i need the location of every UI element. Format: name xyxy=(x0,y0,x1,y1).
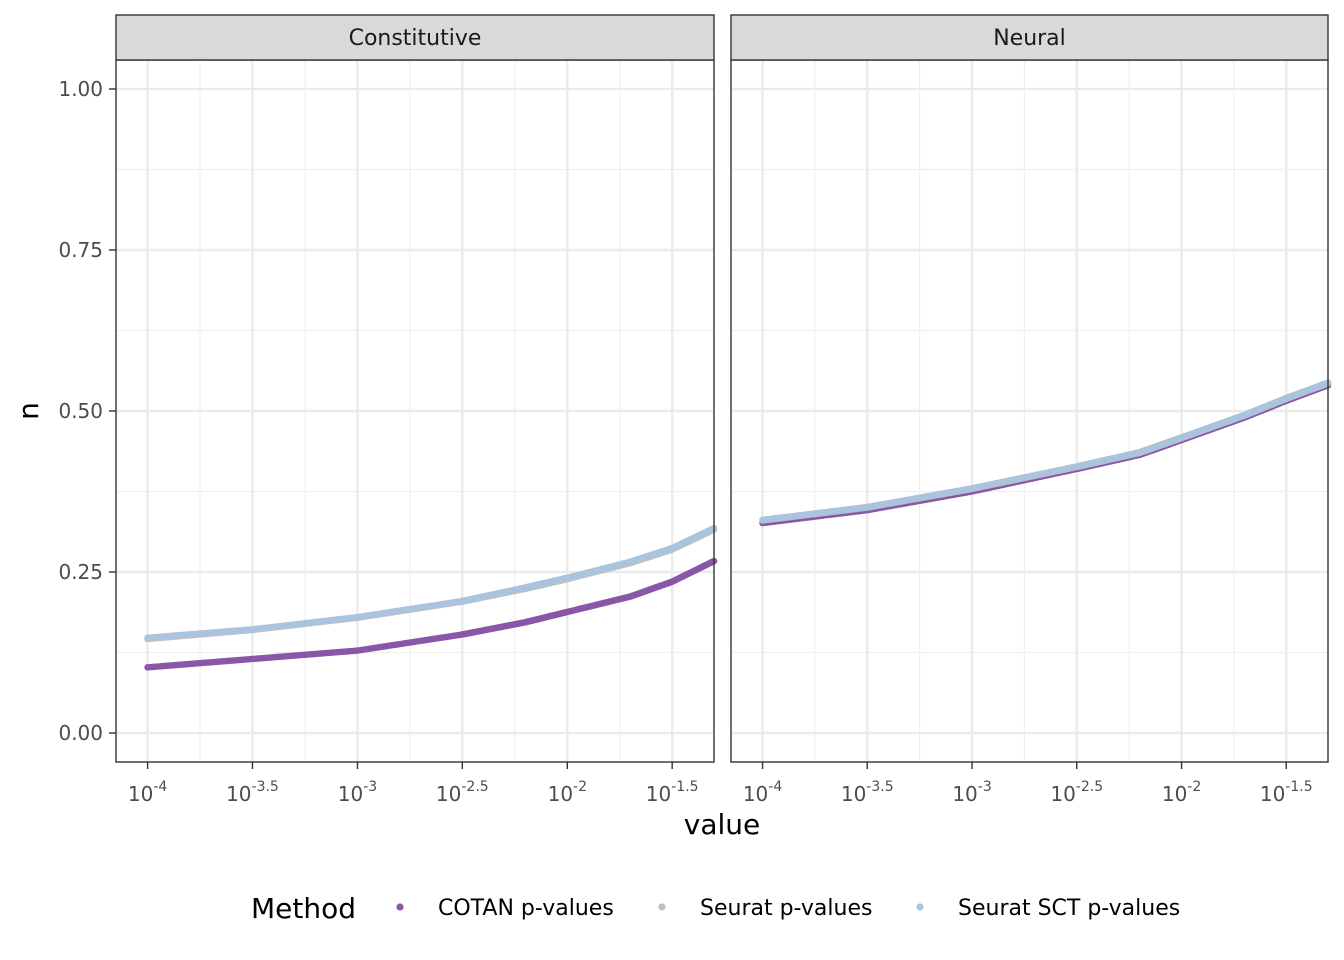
x-axis-title: value xyxy=(684,808,760,841)
series-seurat-sct-p-values xyxy=(144,524,718,642)
facet-strip xyxy=(730,14,1329,61)
x-tick-label: 10-4 xyxy=(743,779,783,806)
legend-label: COTAN p-values xyxy=(438,896,614,921)
legend-label: Seurat SCT p-values xyxy=(958,896,1180,921)
y-tick-label: 0.00 xyxy=(58,721,103,745)
legend-item: Seurat p-values xyxy=(658,896,872,921)
facet-strip-label: Constitutive xyxy=(349,26,482,51)
legend-key xyxy=(396,903,404,911)
panel-constitutive: Constitutive 10-4 10-3.5 10-3 10-2.5 10-2 10-1… xyxy=(115,14,718,806)
x-tick-label: 10-3 xyxy=(952,779,991,806)
y-tick-label: 0.25 xyxy=(58,560,103,584)
facet-strip xyxy=(115,14,715,61)
facet-strip-label: Neural xyxy=(993,26,1066,51)
series-seurat-sct-p-values xyxy=(759,379,1332,524)
legend-label: Seurat p-values xyxy=(700,896,872,921)
x-tick-label: 10-3.5 xyxy=(226,779,279,806)
x-tick-label: 10-2.5 xyxy=(436,779,489,806)
x-tick-label: 10-2 xyxy=(548,779,587,806)
x-tick-label: 10-2.5 xyxy=(1050,779,1103,806)
legend-title: Method xyxy=(251,892,356,925)
x-tick-label: 10-3.5 xyxy=(841,779,894,806)
legend-key xyxy=(916,903,924,911)
legend-item: COTAN p-values xyxy=(396,896,614,921)
x-tick-label: 10-1.5 xyxy=(1260,779,1313,806)
y-tick-label: 1.00 xyxy=(58,77,103,101)
y-axis: 0.00 0.25 0.50 0.75 1.00 xyxy=(58,77,116,745)
y-tick-label: 0.50 xyxy=(58,399,103,423)
legend-key xyxy=(658,903,666,911)
legend-item: Seurat SCT p-values xyxy=(916,896,1180,921)
x-tick-label: 10-1.5 xyxy=(646,779,699,806)
y-axis-title: n xyxy=(12,402,45,420)
panel-neural: Neural 10-4 10-3.5 10-3 10-2.5 10-2 10-1.5 xyxy=(730,14,1332,806)
x-tick-label: 10-3 xyxy=(338,779,377,806)
series-cotan-p-values xyxy=(144,557,718,671)
x-tick-label: 10-2 xyxy=(1162,779,1201,806)
x-tick-label: 10-4 xyxy=(128,779,168,806)
legend: Method COTAN p-values Seurat p-values Seur… xyxy=(251,892,1180,925)
chart-panels: Constitutive 10-4 10-3.5 10-3 10-2.5 10-2 10-1… xyxy=(115,14,1332,806)
y-tick-label: 0.75 xyxy=(58,238,103,262)
